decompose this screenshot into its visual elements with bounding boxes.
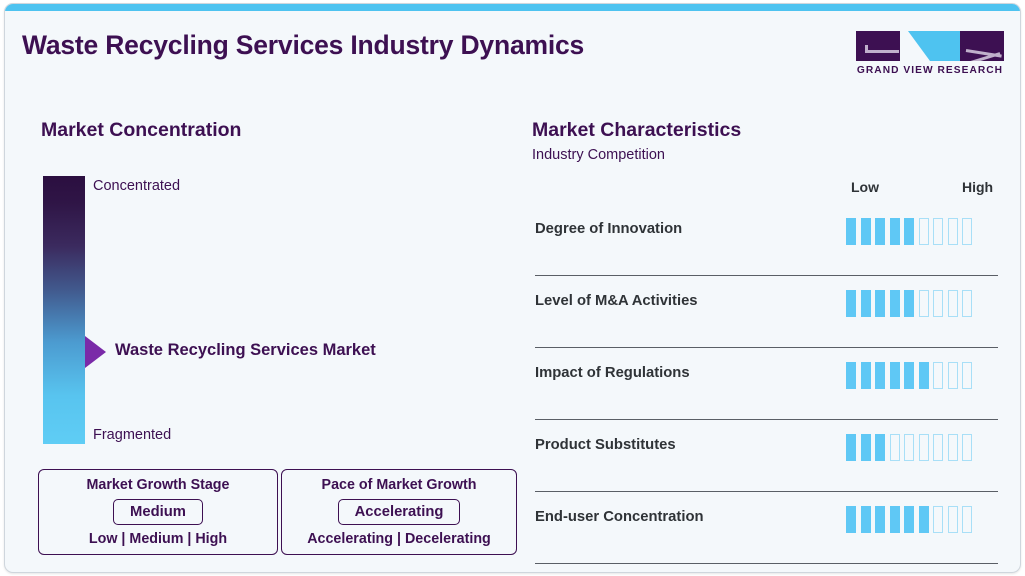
rating-segment-filled: [875, 506, 885, 533]
rating-segment-filled: [889, 506, 900, 533]
rating-segment-empty: [918, 218, 929, 245]
characteristic-rating-bars: [846, 506, 972, 533]
market-characteristics-subheading: Industry Competition: [532, 147, 665, 163]
characteristic-rating-bars: [846, 290, 972, 317]
rating-segment-filled: [846, 434, 856, 461]
rating-segment-empty: [962, 506, 972, 533]
rating-segment-empty: [962, 218, 972, 245]
characteristic-row: Level of M&A Activities: [535, 276, 998, 348]
characteristic-row: Degree of Innovation: [535, 204, 998, 276]
rating-segment-filled: [889, 362, 900, 389]
rating-segment-filled: [846, 290, 856, 317]
concentration-top-label: Concentrated: [93, 178, 181, 194]
rating-segment-filled: [875, 290, 885, 317]
characteristic-rating-bars: [846, 218, 972, 245]
market-growth-stage-value: Medium: [113, 499, 203, 525]
market-growth-stage-title: Market Growth Stage: [86, 477, 230, 493]
rating-segment-empty: [947, 434, 958, 461]
rating-segment-filled: [904, 362, 914, 389]
page-title: Waste Recycling Services Industry Dynami…: [22, 30, 585, 60]
market-growth-stage-scale: Low | Medium | High: [88, 531, 228, 547]
market-characteristics-heading: Market Characteristics: [532, 119, 742, 141]
rating-segment-empty: [933, 434, 943, 461]
characteristic-row: End-user Concentration: [535, 492, 998, 564]
rating-segment-filled: [904, 218, 914, 245]
rating-segment-empty: [947, 218, 958, 245]
rating-segment-empty: [962, 362, 972, 389]
pace-of-market-growth-box: Pace of Market Growth Accelerating Accel…: [281, 469, 517, 555]
rating-segment-empty: [962, 434, 972, 461]
characteristic-label: Impact of Regulations: [535, 365, 690, 381]
rating-segment-empty: [947, 362, 958, 389]
rating-segment-empty: [904, 434, 914, 461]
rating-segment-filled: [889, 218, 900, 245]
rating-segment-filled: [875, 362, 885, 389]
pace-of-market-growth-scale: Accelerating | Decelerating: [307, 531, 491, 547]
rating-segment-empty: [933, 506, 943, 533]
characteristic-rating-bars: [846, 362, 972, 389]
rating-segment-empty: [947, 506, 958, 533]
rating-segment-filled: [846, 218, 856, 245]
rating-segment-filled: [875, 218, 885, 245]
rating-segment-empty: [933, 290, 943, 317]
scale-low-label: Low: [851, 179, 879, 195]
characteristic-rating-bars: [846, 434, 972, 461]
rating-segment-empty: [933, 218, 943, 245]
characteristic-label: Level of M&A Activities: [535, 293, 698, 309]
market-growth-stage-box: Market Growth Stage Medium Low | Medium …: [38, 469, 278, 555]
rating-segment-filled: [918, 362, 929, 389]
characteristic-label: Product Substitutes: [535, 437, 676, 453]
grand-view-research-logo: GRAND VIEW RESEARCH: [856, 31, 1004, 78]
concentration-bottom-label: Fragmented: [93, 427, 172, 443]
rating-segment-empty: [962, 290, 972, 317]
logo-letter-r-icon: [960, 31, 1004, 61]
market-position-marker-icon: [85, 336, 106, 368]
rating-segment-empty: [889, 434, 900, 461]
market-growth-stage-value-wrap: Medium: [39, 499, 277, 525]
rating-segment-empty: [947, 290, 958, 317]
rating-segment-filled: [904, 290, 914, 317]
rating-segment-filled: [860, 290, 871, 317]
scale-high-label: High: [962, 179, 994, 195]
rating-segment-filled: [860, 506, 871, 533]
rating-segment-filled: [846, 506, 856, 533]
characteristic-label: End-user Concentration: [535, 509, 704, 525]
characteristic-row: Impact of Regulations: [535, 348, 998, 420]
characteristic-row: Product Substitutes: [535, 420, 998, 492]
row-divider: [535, 346, 998, 348]
rating-segment-empty: [933, 362, 943, 389]
row-divider: [535, 490, 998, 492]
pace-of-market-growth-title: Pace of Market Growth: [321, 477, 477, 493]
accent-top-bar: [5, 4, 1020, 11]
logo-letter-g-icon: [856, 31, 900, 61]
market-concentration-heading: Market Concentration: [41, 119, 242, 141]
rating-segment-filled: [860, 218, 871, 245]
market-position-label: Waste Recycling Services Market: [115, 341, 376, 359]
rating-segment-filled: [860, 362, 871, 389]
rating-segment-filled: [889, 290, 900, 317]
pace-of-market-growth-value: Accelerating: [337, 499, 461, 525]
rating-segment-filled: [904, 506, 914, 533]
rating-segment-filled: [918, 506, 929, 533]
row-divider: [535, 274, 998, 276]
characteristics-rows: Degree of Innovation Level of M&A Activit…: [5, 4, 1020, 572]
rating-segment-empty: [918, 290, 929, 317]
characteristic-label: Degree of Innovation: [535, 221, 683, 237]
rating-segment-filled: [860, 434, 871, 461]
rating-segment-filled: [846, 362, 856, 389]
rating-segment-filled: [875, 434, 885, 461]
infographic-card: Waste Recycling Services Industry Dynami…: [4, 3, 1021, 573]
logo-wordmark: GRAND VIEW RESEARCH: [856, 65, 1004, 76]
row-divider: [535, 418, 998, 420]
row-divider: [535, 562, 998, 564]
rating-segment-empty: [918, 434, 929, 461]
concentration-gradient-bar: [43, 176, 85, 444]
pace-of-market-growth-value-wrap: Accelerating: [282, 499, 516, 525]
